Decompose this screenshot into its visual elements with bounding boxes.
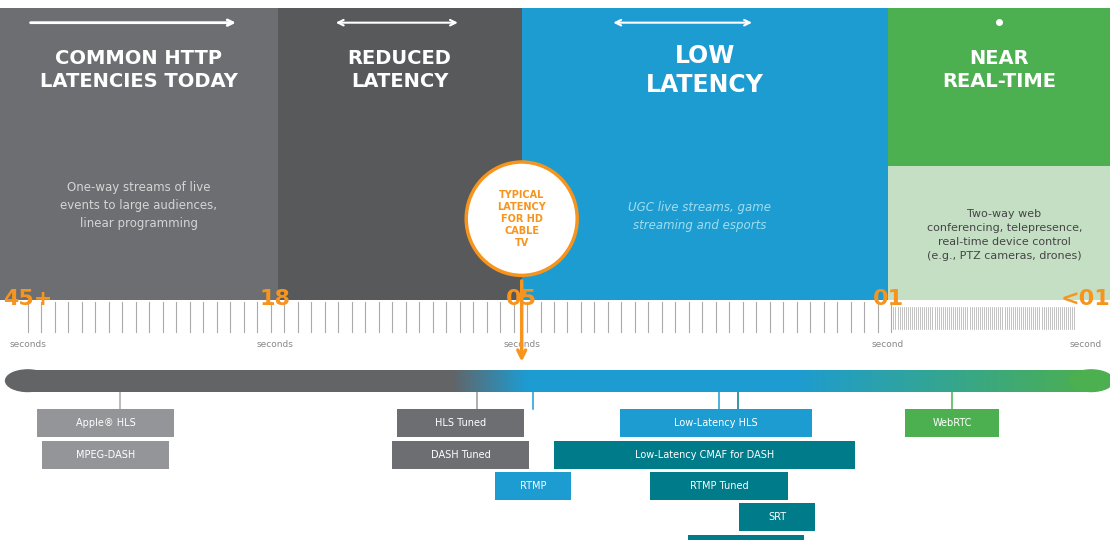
Text: SRT: SRT <box>768 512 786 522</box>
Text: RTMP: RTMP <box>519 481 546 491</box>
FancyBboxPatch shape <box>650 472 788 500</box>
Bar <box>0 8 278 300</box>
Text: Low-Latency HLS: Low-Latency HLS <box>674 418 758 428</box>
Text: seconds: seconds <box>503 340 541 349</box>
Text: LOW
LATENCY: LOW LATENCY <box>646 44 764 97</box>
Text: HLS Tuned: HLS Tuned <box>435 418 486 428</box>
Text: RTMP Tuned: RTMP Tuned <box>690 481 748 491</box>
Bar <box>888 166 1110 300</box>
Text: 05: 05 <box>506 289 537 309</box>
Text: UGC live streams, game
streaming and esports: UGC live streams, game streaming and esp… <box>628 200 770 232</box>
Text: DASH Tuned: DASH Tuned <box>431 450 491 460</box>
Text: seconds: seconds <box>9 340 47 349</box>
FancyBboxPatch shape <box>37 409 174 437</box>
Text: 45+: 45+ <box>3 289 52 309</box>
Text: <01: <01 <box>1061 289 1110 309</box>
FancyBboxPatch shape <box>688 535 804 540</box>
Text: NEAR
REAL-TIME: NEAR REAL-TIME <box>942 49 1056 91</box>
Bar <box>888 8 1110 300</box>
Text: second: second <box>1069 340 1102 349</box>
Text: 01: 01 <box>872 289 904 309</box>
Text: One-way streams of live
events to large audiences,
linear programming: One-way streams of live events to large … <box>60 181 218 230</box>
FancyBboxPatch shape <box>397 409 524 437</box>
Text: WebRTC: WebRTC <box>932 418 972 428</box>
Ellipse shape <box>466 162 577 275</box>
Text: Apple® HLS: Apple® HLS <box>75 418 135 428</box>
FancyBboxPatch shape <box>739 503 815 531</box>
FancyBboxPatch shape <box>495 472 571 500</box>
Bar <box>278 8 522 300</box>
Text: Low-Latency CMAF for DASH: Low-Latency CMAF for DASH <box>635 450 775 460</box>
FancyBboxPatch shape <box>906 409 999 437</box>
Text: TYPICAL
LATENCY
FOR HD
CABLE
TV: TYPICAL LATENCY FOR HD CABLE TV <box>497 190 546 248</box>
Text: MPEG-DASH: MPEG-DASH <box>75 450 135 460</box>
Bar <box>522 8 888 300</box>
Text: REDUCED
LATENCY: REDUCED LATENCY <box>347 49 452 91</box>
Text: Two-way web
conferencing, telepresence,
real-time device control
(e.g., PTZ came: Two-way web conferencing, telepresence, … <box>927 209 1082 261</box>
Text: COMMON HTTP
LATENCIES TODAY: COMMON HTTP LATENCIES TODAY <box>40 49 238 91</box>
FancyBboxPatch shape <box>392 441 529 469</box>
Text: 18: 18 <box>260 289 291 309</box>
FancyBboxPatch shape <box>555 441 856 469</box>
FancyBboxPatch shape <box>619 409 813 437</box>
Text: second: second <box>871 340 905 349</box>
FancyBboxPatch shape <box>42 441 169 469</box>
Text: seconds: seconds <box>256 340 294 349</box>
